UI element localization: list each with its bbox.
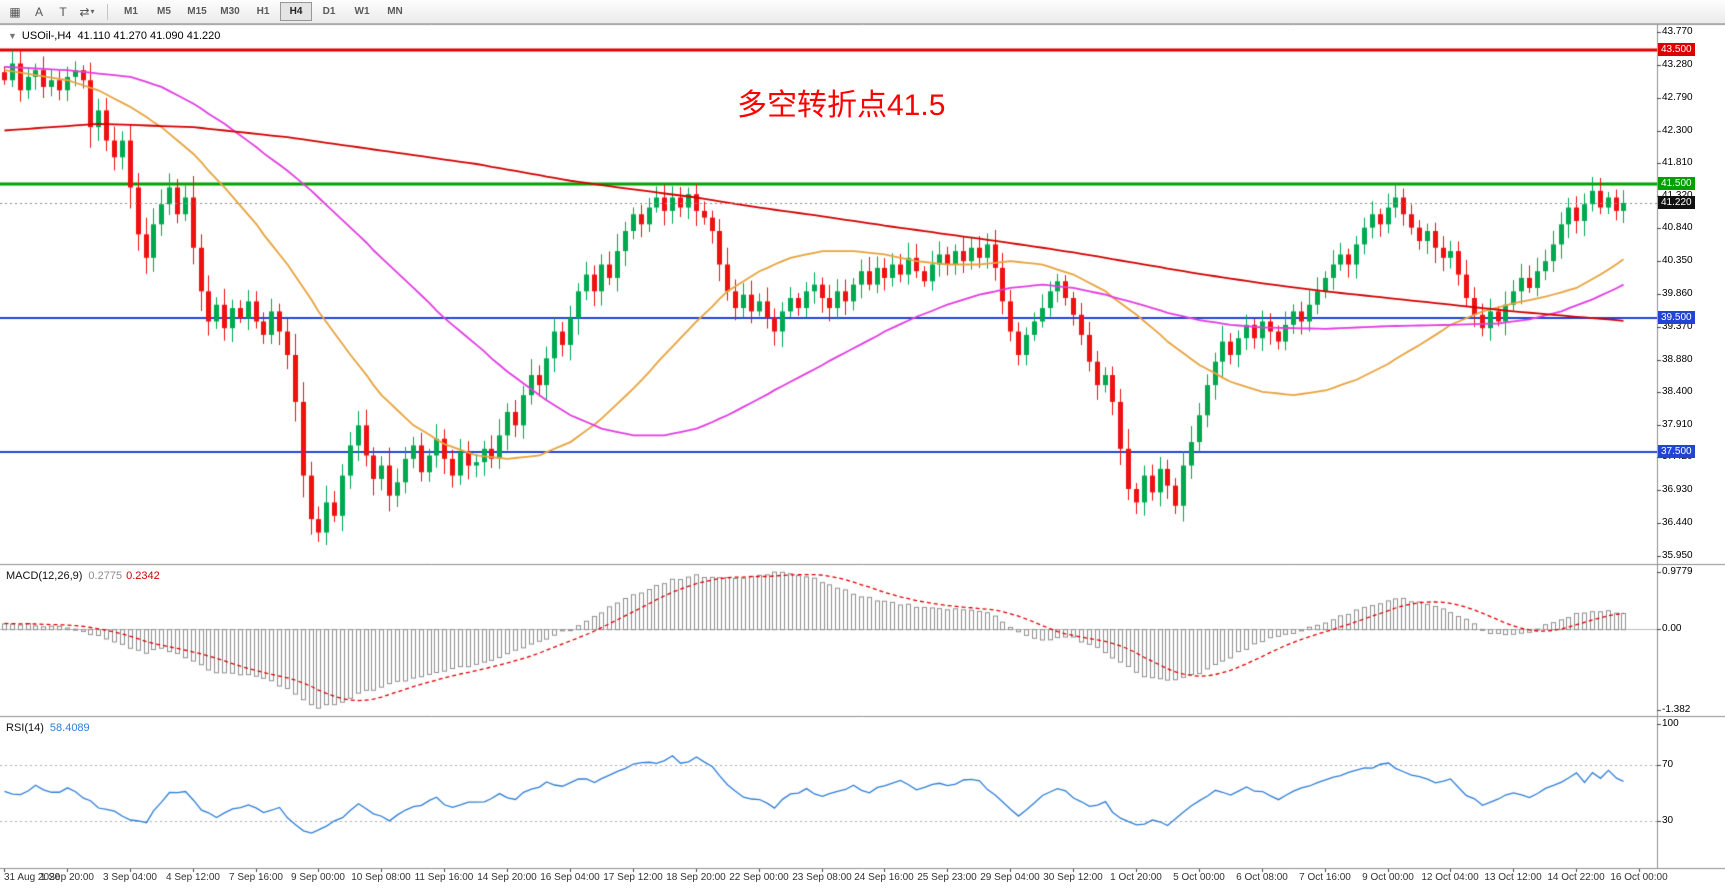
time-label: 12 Oct 04:00 xyxy=(1421,872,1479,883)
time-label: 11 Sep 16:00 xyxy=(414,872,474,883)
toolbar-icons: ▦ A T ⇄ ▾ xyxy=(4,3,100,21)
time-label: 5 Oct 00:00 xyxy=(1173,872,1225,883)
cycle-tool-icon[interactable]: ⇄ ▾ xyxy=(79,4,95,19)
time-label: 13 Oct 12:00 xyxy=(1484,872,1542,883)
time-label: 6 Oct 08:00 xyxy=(1236,872,1288,883)
timeframe-h1[interactable]: H1 xyxy=(256,6,270,17)
timeframe-d1[interactable]: D1 xyxy=(322,6,336,17)
time-label: 10 Sep 08:00 xyxy=(351,872,411,883)
macd-scale-label: 0.9779 xyxy=(1662,566,1693,577)
price-level-badge: 39.500 xyxy=(1658,311,1695,325)
time-label: 7 Oct 16:00 xyxy=(1299,872,1351,883)
price-level-badge: 37.500 xyxy=(1658,445,1695,459)
price-grid-label: 40.350 xyxy=(1662,255,1693,267)
time-label: 31 Aug 2020 xyxy=(4,872,61,883)
price-grid-label: 35.950 xyxy=(1662,550,1693,561)
rsi-scale-label: 30 xyxy=(1662,814,1674,826)
price-grid-label: 39.370 xyxy=(1662,320,1693,332)
time-label: 16 Sep 04:00 xyxy=(540,872,600,883)
price-grid-label: 36.440 xyxy=(1662,517,1693,529)
price-grid-label: 43.280 xyxy=(1662,58,1693,70)
quick-trade-caret-icon[interactable]: ▼ xyxy=(8,31,17,41)
symbol-period-label: USOil-,H4 xyxy=(21,30,72,42)
time-label: 25 Sep 23:00 xyxy=(917,872,977,883)
price-grid-label: 36.930 xyxy=(1662,484,1693,496)
rsi-scale-label: 100 xyxy=(1662,718,1679,729)
time-label: 18 Sep 20:00 xyxy=(666,872,726,883)
time-label: 23 Sep 08:00 xyxy=(792,872,852,883)
price-grid-label: 41.320 xyxy=(1662,190,1693,202)
ohlc-values: 41.110 41.270 41.090 41.220 xyxy=(77,30,221,42)
text-tool-icon[interactable]: T xyxy=(59,4,67,19)
price-grid-label: 37.910 xyxy=(1662,418,1693,430)
rsi-scale-label: 70 xyxy=(1662,759,1674,771)
time-label: 9 Oct 00:00 xyxy=(1362,872,1414,883)
chart-header: ▼ USOil-,H4 41.110 41.270 41.090 41.220 xyxy=(8,30,220,42)
price-grid-label: 39.860 xyxy=(1662,288,1693,299)
timeframe-buttons: M1 M5 M15 M30 H1 H4 D1 W1 MN xyxy=(115,2,412,21)
price-grid-label: 42.790 xyxy=(1662,91,1693,103)
price-grid-label: 41.810 xyxy=(1662,157,1693,169)
chart-grid-icon[interactable]: ▦ xyxy=(9,4,21,19)
time-label: 1 Oct 20:00 xyxy=(1110,872,1162,883)
time-label: 29 Sep 04:00 xyxy=(980,872,1040,883)
time-label: 17 Sep 12:00 xyxy=(603,872,663,883)
macd-name: MACD(12,26,9) xyxy=(6,570,83,582)
toolbar: ▦ A T ⇄ ▾ M1 M5 M15 M30 H1 H4 D1 W1 MN xyxy=(0,0,1725,24)
timeframe-m1[interactable]: M1 xyxy=(124,6,138,17)
macd-main-value: 0.2775 xyxy=(88,570,123,582)
timeframe-mn[interactable]: MN xyxy=(387,6,403,17)
dropdown-caret-icon[interactable]: ▾ xyxy=(90,7,95,16)
time-label: 30 Sep 12:00 xyxy=(1043,872,1103,883)
toolbar-separator xyxy=(107,3,108,20)
price-grid-label: 38.400 xyxy=(1662,385,1693,397)
timeframe-w1[interactable]: W1 xyxy=(354,6,370,17)
rsi-label: RSI(14) 58.4089 xyxy=(6,722,90,734)
price-grid-label: 40.840 xyxy=(1662,222,1693,234)
macd-label: MACD(12,26,9) 0.2775 0.2342 xyxy=(6,570,160,582)
time-label: 14 Sep 20:00 xyxy=(477,872,537,883)
macd-scale-label: -1.382 xyxy=(1662,704,1691,715)
time-label: 14 Oct 22:00 xyxy=(1547,872,1605,883)
timeframe-m15[interactable]: M15 xyxy=(187,6,207,17)
time-label: 3 Sep 04:00 xyxy=(103,872,157,883)
annotation-text: 多空转折点41.5 xyxy=(737,89,946,122)
arrow-tool-icon[interactable]: A xyxy=(34,4,43,19)
time-label: 9 Sep 00:00 xyxy=(291,872,345,883)
time-label: 16 Oct 00:00 xyxy=(1610,872,1668,883)
macd-scale-label: 0.00 xyxy=(1662,623,1682,635)
price-grid-label: 38.880 xyxy=(1662,353,1693,365)
price-grid-label: 43.770 xyxy=(1662,26,1693,37)
rsi-name: RSI(14) xyxy=(6,722,44,734)
price-level-badge: 41.220 xyxy=(1658,195,1695,209)
rsi-value: 58.4089 xyxy=(49,722,90,734)
time-label: 1 Sep 20:00 xyxy=(40,872,94,883)
time-label: 22 Sep 00:00 xyxy=(729,872,789,883)
time-label: 4 Sep 12:00 xyxy=(166,872,220,883)
price-grid-label: 42.300 xyxy=(1662,124,1693,136)
macd-signal-value: 0.2342 xyxy=(126,570,160,582)
time-label: 7 Sep 16:00 xyxy=(229,872,283,883)
timeframe-m30[interactable]: M30 xyxy=(220,6,240,17)
timeframe-m5[interactable]: M5 xyxy=(157,6,171,17)
timeframe-h4[interactable]: H4 xyxy=(280,2,312,21)
time-label: 24 Sep 16:00 xyxy=(854,872,914,883)
price-level-badge: 43.500 xyxy=(1658,43,1695,57)
price-level-badge: 41.500 xyxy=(1658,177,1695,191)
